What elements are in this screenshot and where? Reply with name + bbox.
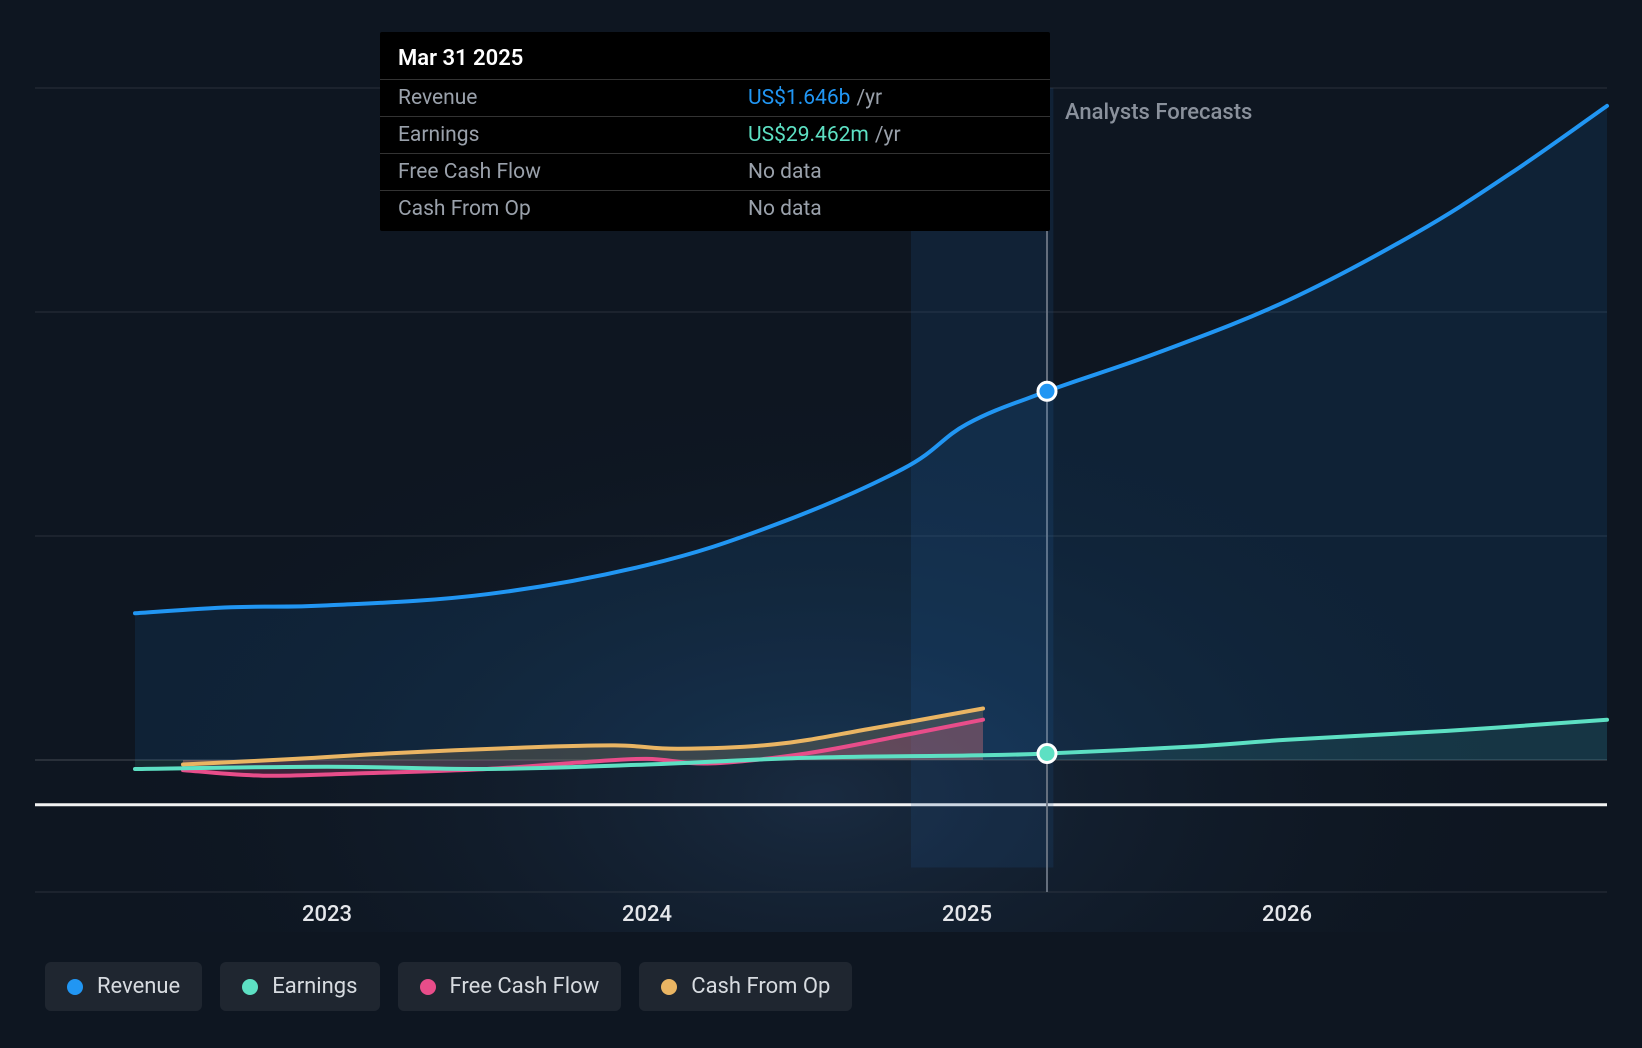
y-tick-label: US$0 bbox=[0, 746, 127, 771]
legend-item-label: Revenue bbox=[97, 974, 180, 999]
tooltip-row-label: Revenue bbox=[398, 86, 748, 110]
tooltip-row: Free Cash FlowNo data bbox=[380, 153, 1050, 190]
legend-dot-icon bbox=[242, 979, 258, 995]
legend-item-label: Cash From Op bbox=[691, 974, 830, 999]
x-tick-label: 2024 bbox=[622, 902, 672, 927]
x-tick-label: 2023 bbox=[302, 902, 352, 927]
tooltip-row-label: Cash From Op bbox=[398, 197, 748, 221]
tooltip-row-nodata: No data bbox=[748, 197, 822, 221]
financials-chart: US$3bUS$0-US$200m 2023202420252026 Past … bbox=[0, 0, 1642, 1048]
legend-dot-icon bbox=[420, 979, 436, 995]
chart-tooltip: Mar 31 2025 RevenueUS$1.646b/yrEarningsU… bbox=[380, 32, 1050, 231]
y-tick-label: -US$200m bbox=[0, 791, 127, 816]
tooltip-row-suffix: /yr bbox=[875, 123, 901, 147]
legend-dot-icon bbox=[67, 979, 83, 995]
legend-item-fcf[interactable]: Free Cash Flow bbox=[398, 962, 622, 1011]
tooltip-row-nodata: No data bbox=[748, 160, 822, 184]
legend-item-earnings[interactable]: Earnings bbox=[220, 962, 379, 1011]
y-tick-label: US$3b bbox=[0, 74, 127, 99]
x-tick-label: 2025 bbox=[942, 902, 992, 927]
tooltip-row-value: US$29.462m bbox=[748, 123, 869, 147]
chart-legend: Revenue Earnings Free Cash Flow Cash From O… bbox=[45, 962, 852, 1011]
tooltip-row: EarningsUS$29.462m/yr bbox=[380, 116, 1050, 153]
legend-item-label: Free Cash Flow bbox=[450, 974, 600, 999]
legend-dot-icon bbox=[661, 979, 677, 995]
tooltip-row-suffix: /yr bbox=[856, 86, 882, 110]
tooltip-row: RevenueUS$1.646b/yr bbox=[380, 79, 1050, 116]
legend-item-revenue[interactable]: Revenue bbox=[45, 962, 202, 1011]
tooltip-date: Mar 31 2025 bbox=[380, 42, 1050, 79]
legend-item-cfo[interactable]: Cash From Op bbox=[639, 962, 852, 1011]
x-tick-label: 2026 bbox=[1262, 902, 1312, 927]
legend-item-label: Earnings bbox=[272, 974, 357, 999]
cursor-marker-earnings bbox=[1038, 745, 1056, 763]
tooltip-row: Cash From OpNo data bbox=[380, 190, 1050, 227]
tooltip-row-label: Earnings bbox=[398, 123, 748, 147]
cursor-marker-revenue bbox=[1038, 382, 1056, 400]
tooltip-row-value: US$1.646b bbox=[748, 86, 850, 110]
tooltip-row-label: Free Cash Flow bbox=[398, 160, 748, 184]
region-label-forecast: Analysts Forecasts bbox=[1065, 100, 1252, 125]
